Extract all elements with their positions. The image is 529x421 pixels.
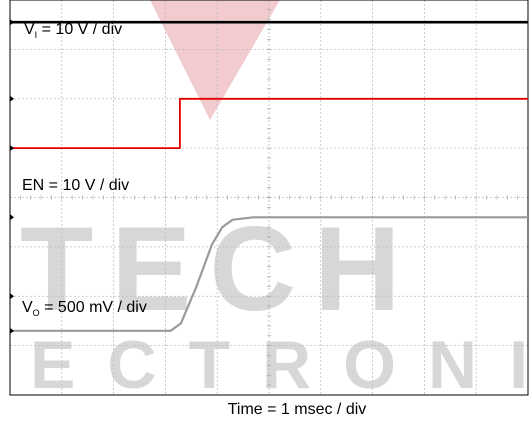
watermark: TECH ECTRONIC <box>20 0 529 403</box>
channel-label-en: EN = 10 V / div <box>22 177 129 194</box>
watermark-word-ectronic: ECTRONIC <box>30 327 529 403</box>
channel-label-v-i: VI = 10 V / div <box>24 21 122 40</box>
channel-marker <box>10 327 14 334</box>
trace-v-o <box>10 216 528 332</box>
plot-frame <box>9 0 529 396</box>
plot-grid <box>9 0 529 396</box>
channel-marker <box>10 95 14 102</box>
x-axis-label: Time = 1 msec / div <box>228 401 367 418</box>
channel-markers <box>10 19 14 334</box>
channel-marker <box>10 145 14 152</box>
channel-marker <box>10 214 14 221</box>
watermark-swoosh <box>150 0 280 120</box>
channel-label-v-o: VO = 500 mV / div <box>22 299 147 318</box>
channel-labels: VI = 10 V / div EN = 10 V / div VO = 500 m… <box>22 21 147 318</box>
traces <box>10 20 528 332</box>
trace-en <box>10 97 528 149</box>
channel-marker <box>10 293 14 300</box>
watermark-word-tech: TECH <box>20 202 419 336</box>
channel-marker <box>10 19 14 26</box>
